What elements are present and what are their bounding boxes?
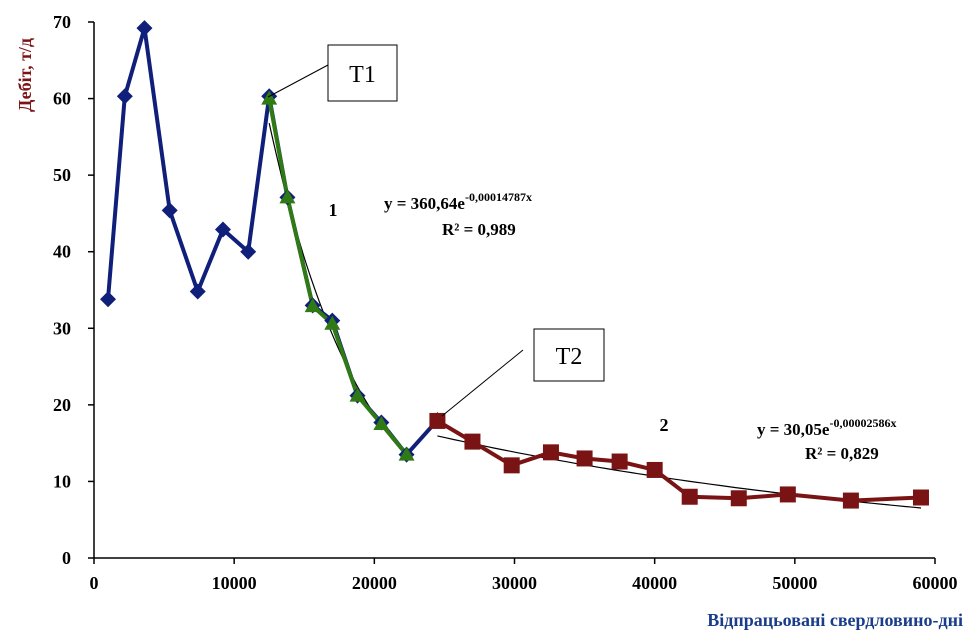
y-axis-title: Дебіт, т/д (15, 38, 35, 112)
y-tick-label: 10 (53, 471, 71, 491)
series-2-point (279, 189, 296, 204)
x-tick-label: 30000 (492, 573, 537, 593)
x-tick-label: 50000 (772, 573, 817, 593)
series-3-point (429, 412, 446, 429)
trendline-1-equation-main: y = 360,64e (384, 194, 465, 213)
trendline-1-equation: y = 360,64e-0,00014787x (384, 190, 532, 213)
region-2-label: 2 (660, 415, 669, 435)
series-1-point (189, 283, 206, 300)
x-axis-ticks: 0 10000 20000 30000 40000 50000 60000 (90, 558, 958, 593)
series-1-point (100, 291, 117, 308)
trendline-1 (268, 122, 408, 457)
t1-box (327, 44, 398, 102)
y-tick-label: 60 (53, 89, 71, 109)
series-3-point (576, 450, 593, 467)
t1-label: T1 (349, 62, 376, 88)
series-2-point (373, 416, 390, 430)
series-3-point (842, 492, 859, 509)
series-1-point (240, 243, 257, 260)
trendline-2-equation-main: y = 30,05e (757, 420, 830, 439)
series-2-point (398, 446, 415, 461)
series-2-point (304, 298, 321, 313)
y-tick-label: 40 (53, 242, 71, 262)
x-axis-title: Відпрацьовані свердловино-дні (707, 610, 963, 630)
y-tick-label: 0 (62, 548, 71, 568)
series-3-point (542, 444, 559, 461)
y-tick-label: 30 (53, 318, 71, 338)
series-1-point (116, 88, 133, 105)
series-2-line (267, 98, 409, 456)
y-axis-ticks: 0 10 20 30 40 50 60 70 (53, 12, 94, 568)
series-1-point (136, 20, 153, 37)
series-3-point (912, 489, 929, 506)
region-1-label: 1 (329, 200, 338, 220)
series-2-point (324, 315, 341, 330)
series-3-point (464, 433, 481, 450)
y-tick-label: 70 (53, 12, 71, 32)
y-tick-label: 50 (53, 165, 71, 185)
t1-callout-line (267, 64, 329, 98)
x-tick-label: 20000 (352, 573, 397, 593)
series-3-point (503, 457, 520, 474)
x-tick-label: 0 (90, 573, 99, 593)
trendline-2-r2: R² = 0,829 (805, 444, 879, 463)
series-2-point (349, 387, 366, 402)
series-1-point (214, 221, 231, 238)
series-3-point (779, 486, 796, 503)
y-tick-label: 20 (53, 395, 71, 415)
series-3-point (611, 453, 628, 470)
series-1-point (161, 202, 178, 219)
series-3-point (681, 488, 698, 505)
trendline-2-equation-exponent: -0,00002586x (829, 416, 896, 430)
x-tick-label: 60000 (913, 573, 958, 593)
t2-callout-line (441, 349, 524, 417)
x-tick-label: 40000 (632, 573, 677, 593)
series-markers (100, 20, 929, 509)
series-3-point (730, 490, 747, 507)
trendline-1-equation-exponent: -0,00014787x (465, 190, 532, 204)
t2-box (533, 328, 605, 382)
x-tick-label: 10000 (212, 573, 257, 593)
trendline-1-r2: R² = 0,989 (442, 220, 516, 239)
trendline-2-equation: y = 30,05e-0,00002586x (757, 416, 896, 439)
t2-label: T2 (556, 344, 583, 370)
series-2-point (261, 90, 278, 105)
series-3-point (646, 461, 663, 478)
